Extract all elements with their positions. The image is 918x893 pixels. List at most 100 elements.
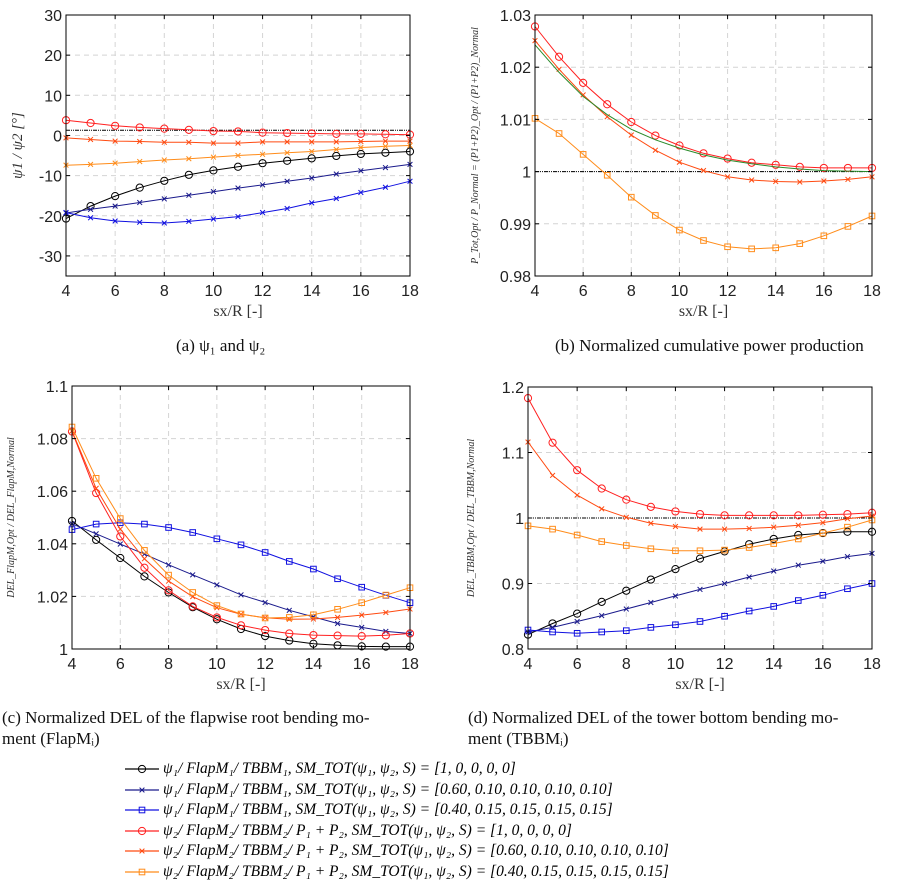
marker-circle: [818, 528, 827, 538]
marker-x: [284, 178, 290, 184]
legend-label: ψ₁/ FlapM₁/ TBBM₁, SM_TOT(ψ₁, ψ₂, S) = […: [163, 780, 613, 798]
marker-circle: [843, 527, 852, 536]
series-line: [534, 117, 873, 250]
marker-circle: [184, 125, 193, 134]
marker-square: [820, 232, 828, 240]
marker-circle: [745, 511, 754, 520]
marker-square: [285, 614, 293, 621]
marker-circle: [164, 586, 173, 595]
series-line: [65, 137, 410, 144]
marker-x: [334, 614, 341, 621]
marker-square: [116, 515, 124, 522]
marker-x: [308, 148, 315, 155]
y-tick-label: 1.2: [502, 380, 524, 397]
marker-square: [647, 624, 655, 631]
marker-x: [844, 553, 851, 560]
marker-circle: [554, 52, 564, 61]
marker-x: [259, 139, 266, 145]
marker-square: [573, 531, 581, 539]
marker-circle: [283, 128, 292, 138]
marker-x: [136, 138, 143, 145]
marker-square: [724, 243, 731, 251]
marker-x: [672, 523, 679, 530]
legend-swatch-square-icon: [125, 806, 159, 814]
marker-circle: [769, 511, 778, 520]
marker-x: [334, 620, 341, 627]
x-tick-label: 6: [116, 656, 125, 673]
marker-circle: [356, 149, 365, 159]
marker-x: [795, 522, 802, 528]
legend-swatch-square-icon: [125, 868, 159, 876]
marker-circle: [381, 130, 390, 139]
marker-circle: [140, 572, 149, 581]
marker-x: [628, 132, 635, 138]
marker-circle: [332, 129, 341, 138]
marker-circle: [579, 78, 588, 87]
marker-x: [580, 92, 586, 98]
marker-circle: [236, 621, 246, 630]
marker-x: [358, 138, 364, 145]
legend-label: ψ₁/ FlapM₁/ TBBM₁, SM_TOT(ψ₁, ψ₂, S) = […: [163, 801, 613, 818]
marker-square: [844, 523, 851, 531]
marker-x: [549, 472, 556, 479]
axes-frame: [65, 14, 411, 277]
marker-x: [358, 168, 364, 174]
y-tick-label: 10: [44, 88, 62, 105]
marker-square: [796, 240, 804, 247]
x-tick-label: 18: [863, 656, 881, 673]
series-line: [534, 26, 872, 169]
marker-circle: [695, 554, 705, 563]
caption-d-line2: ment (TBBMᵢ): [468, 729, 569, 748]
x-tick-label: 4: [62, 283, 71, 300]
marker-circle: [309, 630, 318, 640]
caption-d-line1: (d) Normalized DEL of the tower bottom b…: [468, 708, 839, 727]
x-tick-label: 14: [765, 656, 783, 673]
marker-x: [165, 578, 172, 584]
marker-circle: [573, 609, 582, 618]
series-line: [527, 397, 873, 516]
marker-square: [213, 535, 221, 543]
marker-x: [598, 506, 605, 512]
marker-circle: [622, 586, 631, 595]
legend-swatch-circle-icon: [125, 765, 159, 774]
marker-circle: [160, 124, 169, 133]
marker-x: [139, 786, 145, 793]
marker-x: [189, 572, 196, 578]
x-tick-label: 10: [667, 656, 685, 673]
marker-square: [382, 591, 390, 599]
marker-x: [844, 515, 851, 522]
marker-square: [819, 591, 827, 599]
marker-x: [210, 154, 217, 160]
marker-circle: [573, 466, 582, 475]
marker-x: [697, 586, 703, 593]
x-axis-label: sx/R [-]: [679, 303, 728, 320]
marker-circle: [86, 118, 95, 128]
marker-x: [623, 606, 630, 612]
series-line: [71, 431, 411, 637]
marker-circle: [671, 564, 680, 574]
legend-label: ψ₂/ FlapM₂/ TBBM₂/ P₁ + P₂, SM_TOT(ψ₁, ψ…: [163, 842, 669, 859]
marker-circle: [307, 154, 316, 163]
marker-circle: [675, 141, 684, 150]
marker-square: [573, 629, 581, 637]
marker-circle: [769, 534, 778, 544]
x-tick-label: 16: [352, 283, 370, 300]
marker-square: [794, 535, 802, 543]
marker-square: [696, 618, 704, 625]
marker-square: [579, 151, 587, 158]
marker-x: [186, 218, 192, 225]
marker-x: [574, 492, 580, 498]
y-tick-label: 30: [44, 8, 62, 25]
marker-x: [382, 184, 389, 191]
marker-circle: [209, 166, 218, 175]
marker-square: [358, 583, 366, 591]
marker-x: [746, 574, 752, 580]
y-axis-label: ψ1 / ψ2 [°]: [10, 112, 26, 179]
marker-x: [746, 525, 752, 532]
x-tick-label: 6: [573, 656, 582, 673]
marker-x: [648, 599, 654, 606]
series-line: [527, 583, 873, 634]
y-tick-label: 1.06: [37, 484, 68, 501]
x-tick-label: 12: [719, 283, 737, 300]
marker-x: [333, 146, 340, 153]
